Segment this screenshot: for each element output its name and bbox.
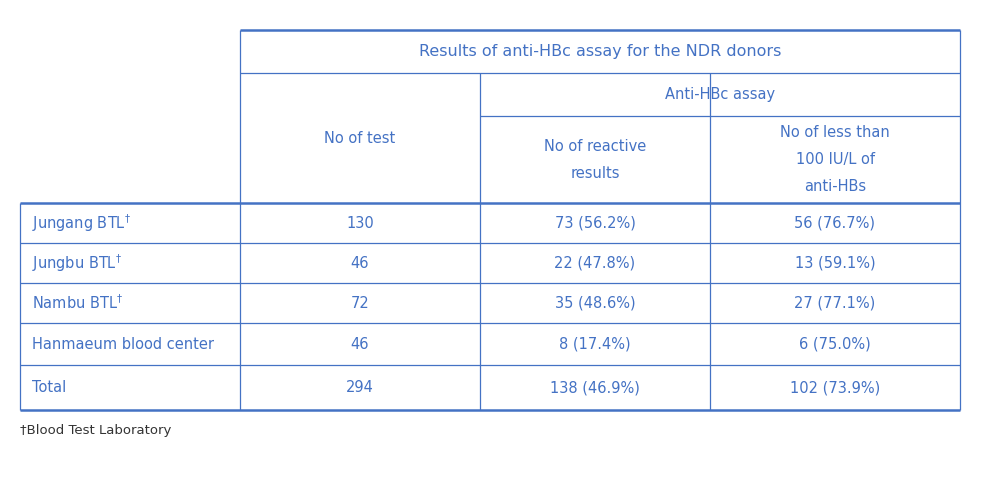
Text: 138 (46.9%): 138 (46.9%) [550, 380, 640, 395]
Text: Hanmaeum blood center: Hanmaeum blood center [32, 337, 214, 352]
Text: 22 (47.8%): 22 (47.8%) [554, 255, 636, 270]
Text: 73 (56.2%): 73 (56.2%) [554, 216, 636, 231]
Text: 13 (59.1%): 13 (59.1%) [795, 255, 875, 270]
Text: Nambu BTL$^†$: Nambu BTL$^†$ [32, 294, 124, 312]
Text: 6 (75.0%): 6 (75.0%) [799, 337, 871, 352]
Text: Total: Total [32, 380, 66, 395]
Text: No of less than
100 IU/L of
anti-HBs: No of less than 100 IU/L of anti-HBs [780, 125, 890, 194]
Text: 72: 72 [350, 295, 369, 310]
Text: Anti-HBc assay: Anti-HBc assay [665, 87, 775, 102]
Text: †Blood Test Laboratory: †Blood Test Laboratory [20, 423, 171, 437]
Text: 294: 294 [346, 380, 374, 395]
Text: 102 (73.9%): 102 (73.9%) [790, 380, 880, 395]
Text: 27 (77.1%): 27 (77.1%) [794, 295, 875, 310]
Text: 35 (48.6%): 35 (48.6%) [554, 295, 636, 310]
Text: No of test: No of test [325, 130, 396, 145]
Text: 46: 46 [350, 255, 369, 270]
Text: Jungang BTL$^†$: Jungang BTL$^†$ [32, 212, 131, 234]
Text: No of reactive
results: No of reactive results [544, 138, 646, 180]
Text: Jungbu BTL$^†$: Jungbu BTL$^†$ [32, 252, 122, 274]
Text: Results of anti-HBc assay for the NDR donors: Results of anti-HBc assay for the NDR do… [419, 44, 781, 59]
Text: 8 (17.4%): 8 (17.4%) [559, 337, 631, 352]
Text: 56 (76.7%): 56 (76.7%) [795, 216, 875, 231]
Text: 46: 46 [350, 337, 369, 352]
Text: 130: 130 [346, 216, 374, 231]
